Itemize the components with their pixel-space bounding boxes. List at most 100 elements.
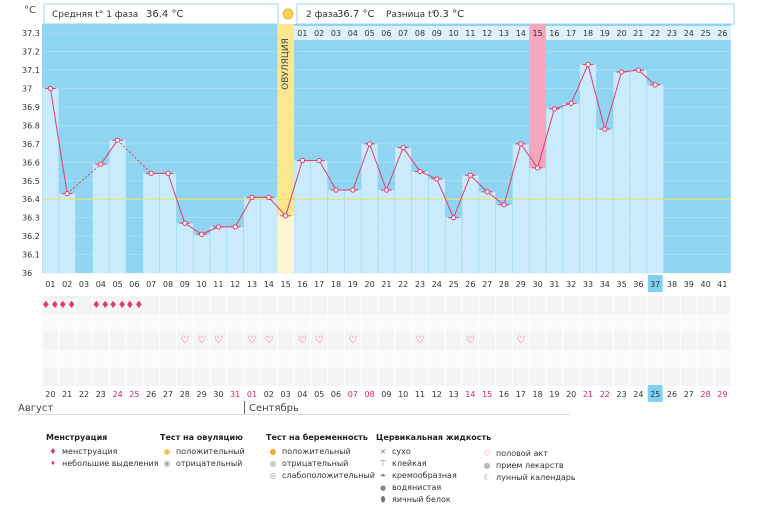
date-label[interactable]: 20 xyxy=(566,390,576,399)
date-label[interactable]: 27 xyxy=(163,390,173,399)
temp-point[interactable] xyxy=(98,161,104,167)
menstruation-icon[interactable]: ♦♦ xyxy=(109,300,127,311)
date-label[interactable]: 05 xyxy=(314,390,324,399)
date-label[interactable]: 29 xyxy=(197,390,207,399)
temp-point[interactable] xyxy=(635,67,642,73)
date-label[interactable]: 21 xyxy=(583,390,593,399)
cycle-day-label[interactable]: 39 xyxy=(684,280,694,289)
heart-icon[interactable]: ♡ xyxy=(214,335,223,346)
date-label[interactable]: 06 xyxy=(331,390,341,399)
temp-point[interactable] xyxy=(148,170,154,176)
date-label[interactable]: 25 xyxy=(129,390,139,399)
temp-point[interactable] xyxy=(400,144,406,151)
heart-icon[interactable]: ♡ xyxy=(298,335,307,346)
temp-point[interactable] xyxy=(47,85,54,92)
temp-point[interactable] xyxy=(535,165,541,171)
cycle-day-label[interactable]: 41 xyxy=(717,280,727,289)
heart-icon[interactable]: ♡ xyxy=(197,335,206,346)
cycle-day-label[interactable]: 14 xyxy=(264,280,274,289)
cycle-day-label[interactable]: 07 xyxy=(146,280,156,289)
date-label[interactable]: 17 xyxy=(516,390,526,399)
cycle-day-label[interactable]: 13 xyxy=(247,280,257,289)
date-label[interactable]: 24 xyxy=(113,390,123,399)
temp-point[interactable] xyxy=(64,191,70,197)
cycle-day-label[interactable]: 17 xyxy=(314,280,324,289)
cycle-day-label[interactable]: 35 xyxy=(617,280,627,289)
date-label[interactable]: 22 xyxy=(79,390,89,399)
temp-point[interactable] xyxy=(316,157,322,164)
date-label[interactable]: 28 xyxy=(701,390,711,399)
temp-point[interactable] xyxy=(367,141,373,147)
heart-icon[interactable]: ♡ xyxy=(348,335,357,346)
cycle-day-label[interactable]: 28 xyxy=(499,280,509,289)
temp-point[interactable] xyxy=(484,189,490,195)
heart-icon[interactable]: ♡ xyxy=(516,335,525,346)
cycle-day-label[interactable]: 36 xyxy=(633,280,643,289)
heart-icon[interactable]: ♡ xyxy=(466,335,475,346)
heart-icon[interactable]: ♡ xyxy=(264,335,273,346)
menstruation-icon[interactable]: ♦♦ xyxy=(92,300,110,311)
date-label[interactable]: 14 xyxy=(465,390,475,399)
heart-icon[interactable]: ♡ xyxy=(416,335,425,346)
temp-point[interactable] xyxy=(602,126,608,132)
date-label[interactable]: 29 xyxy=(717,390,727,399)
temp-point[interactable] xyxy=(451,215,457,221)
temp-point[interactable] xyxy=(232,224,238,230)
cycle-day-label[interactable]: 09 xyxy=(180,280,190,289)
temp-point[interactable] xyxy=(585,61,591,68)
cycle-day-label[interactable]: 11 xyxy=(213,280,223,289)
cycle-day-label[interactable]: 33 xyxy=(583,280,593,289)
temp-point[interactable] xyxy=(551,106,558,112)
cycle-day-label[interactable]: 30 xyxy=(533,280,543,289)
cycle-day-label[interactable]: 29 xyxy=(516,280,526,289)
cycle-day-label[interactable]: 27 xyxy=(482,280,492,289)
date-label[interactable]: 27 xyxy=(684,390,694,399)
menstruation-icon[interactable]: ♦♦ xyxy=(125,300,143,311)
date-label[interactable]: 12 xyxy=(432,390,442,399)
temp-point[interactable] xyxy=(652,82,658,88)
date-label[interactable]: 30 xyxy=(213,390,223,399)
cycle-day-label[interactable]: 24 xyxy=(432,280,442,289)
heart-icon[interactable]: ♡ xyxy=(180,335,189,346)
temp-point[interactable] xyxy=(350,187,356,193)
date-label[interactable]: 03 xyxy=(281,390,291,399)
temp-point[interactable] xyxy=(199,231,205,237)
date-label[interactable]: 09 xyxy=(381,390,391,399)
date-label[interactable]: 23 xyxy=(96,390,106,399)
temp-point[interactable] xyxy=(518,141,524,147)
temp-point[interactable] xyxy=(115,137,121,143)
cycle-day-label[interactable]: 38 xyxy=(667,280,677,289)
cycle-day-label[interactable]: 20 xyxy=(365,280,375,289)
cycle-day-label[interactable]: 12 xyxy=(230,280,240,289)
date-label[interactable]: 02 xyxy=(264,390,274,399)
cycle-day-label[interactable]: 26 xyxy=(465,280,475,289)
temp-point[interactable] xyxy=(417,168,423,175)
cycle-day-label[interactable]: 21 xyxy=(381,280,391,289)
menstruation-icon[interactable]: ♦♦ xyxy=(41,300,59,311)
temp-point[interactable] xyxy=(249,194,255,200)
cycle-day-label[interactable]: 06 xyxy=(129,280,139,289)
temp-point[interactable] xyxy=(165,170,171,176)
menstruation-icon[interactable]: ♦♦ xyxy=(58,300,76,311)
cycle-day-label[interactable]: 04 xyxy=(96,280,106,289)
date-label[interactable]: 16 xyxy=(499,390,509,399)
temp-point[interactable] xyxy=(215,224,221,230)
date-label[interactable]: 24 xyxy=(633,390,643,399)
date-label[interactable]: 18 xyxy=(533,390,543,399)
cycle-day-label[interactable]: 05 xyxy=(113,280,123,289)
date-label[interactable]: 26 xyxy=(667,390,677,399)
date-label[interactable]: 11 xyxy=(415,390,425,399)
heart-icon[interactable]: ♡ xyxy=(248,335,257,346)
cycle-day-label[interactable]: 23 xyxy=(415,280,425,289)
date-label[interactable]: 26 xyxy=(146,390,156,399)
date-label[interactable]: 23 xyxy=(617,390,627,399)
temp-point[interactable] xyxy=(383,187,389,193)
temp-point[interactable] xyxy=(501,202,507,208)
heart-icon[interactable]: ♡ xyxy=(315,335,324,346)
date-label[interactable]: 04 xyxy=(297,390,307,399)
temp-point[interactable] xyxy=(434,176,440,182)
cycle-day-label[interactable]: 15 xyxy=(281,280,291,289)
cycle-day-label[interactable]: 18 xyxy=(331,280,341,289)
date-label[interactable]: 22 xyxy=(600,390,610,399)
cycle-day-label[interactable]: 16 xyxy=(297,280,307,289)
